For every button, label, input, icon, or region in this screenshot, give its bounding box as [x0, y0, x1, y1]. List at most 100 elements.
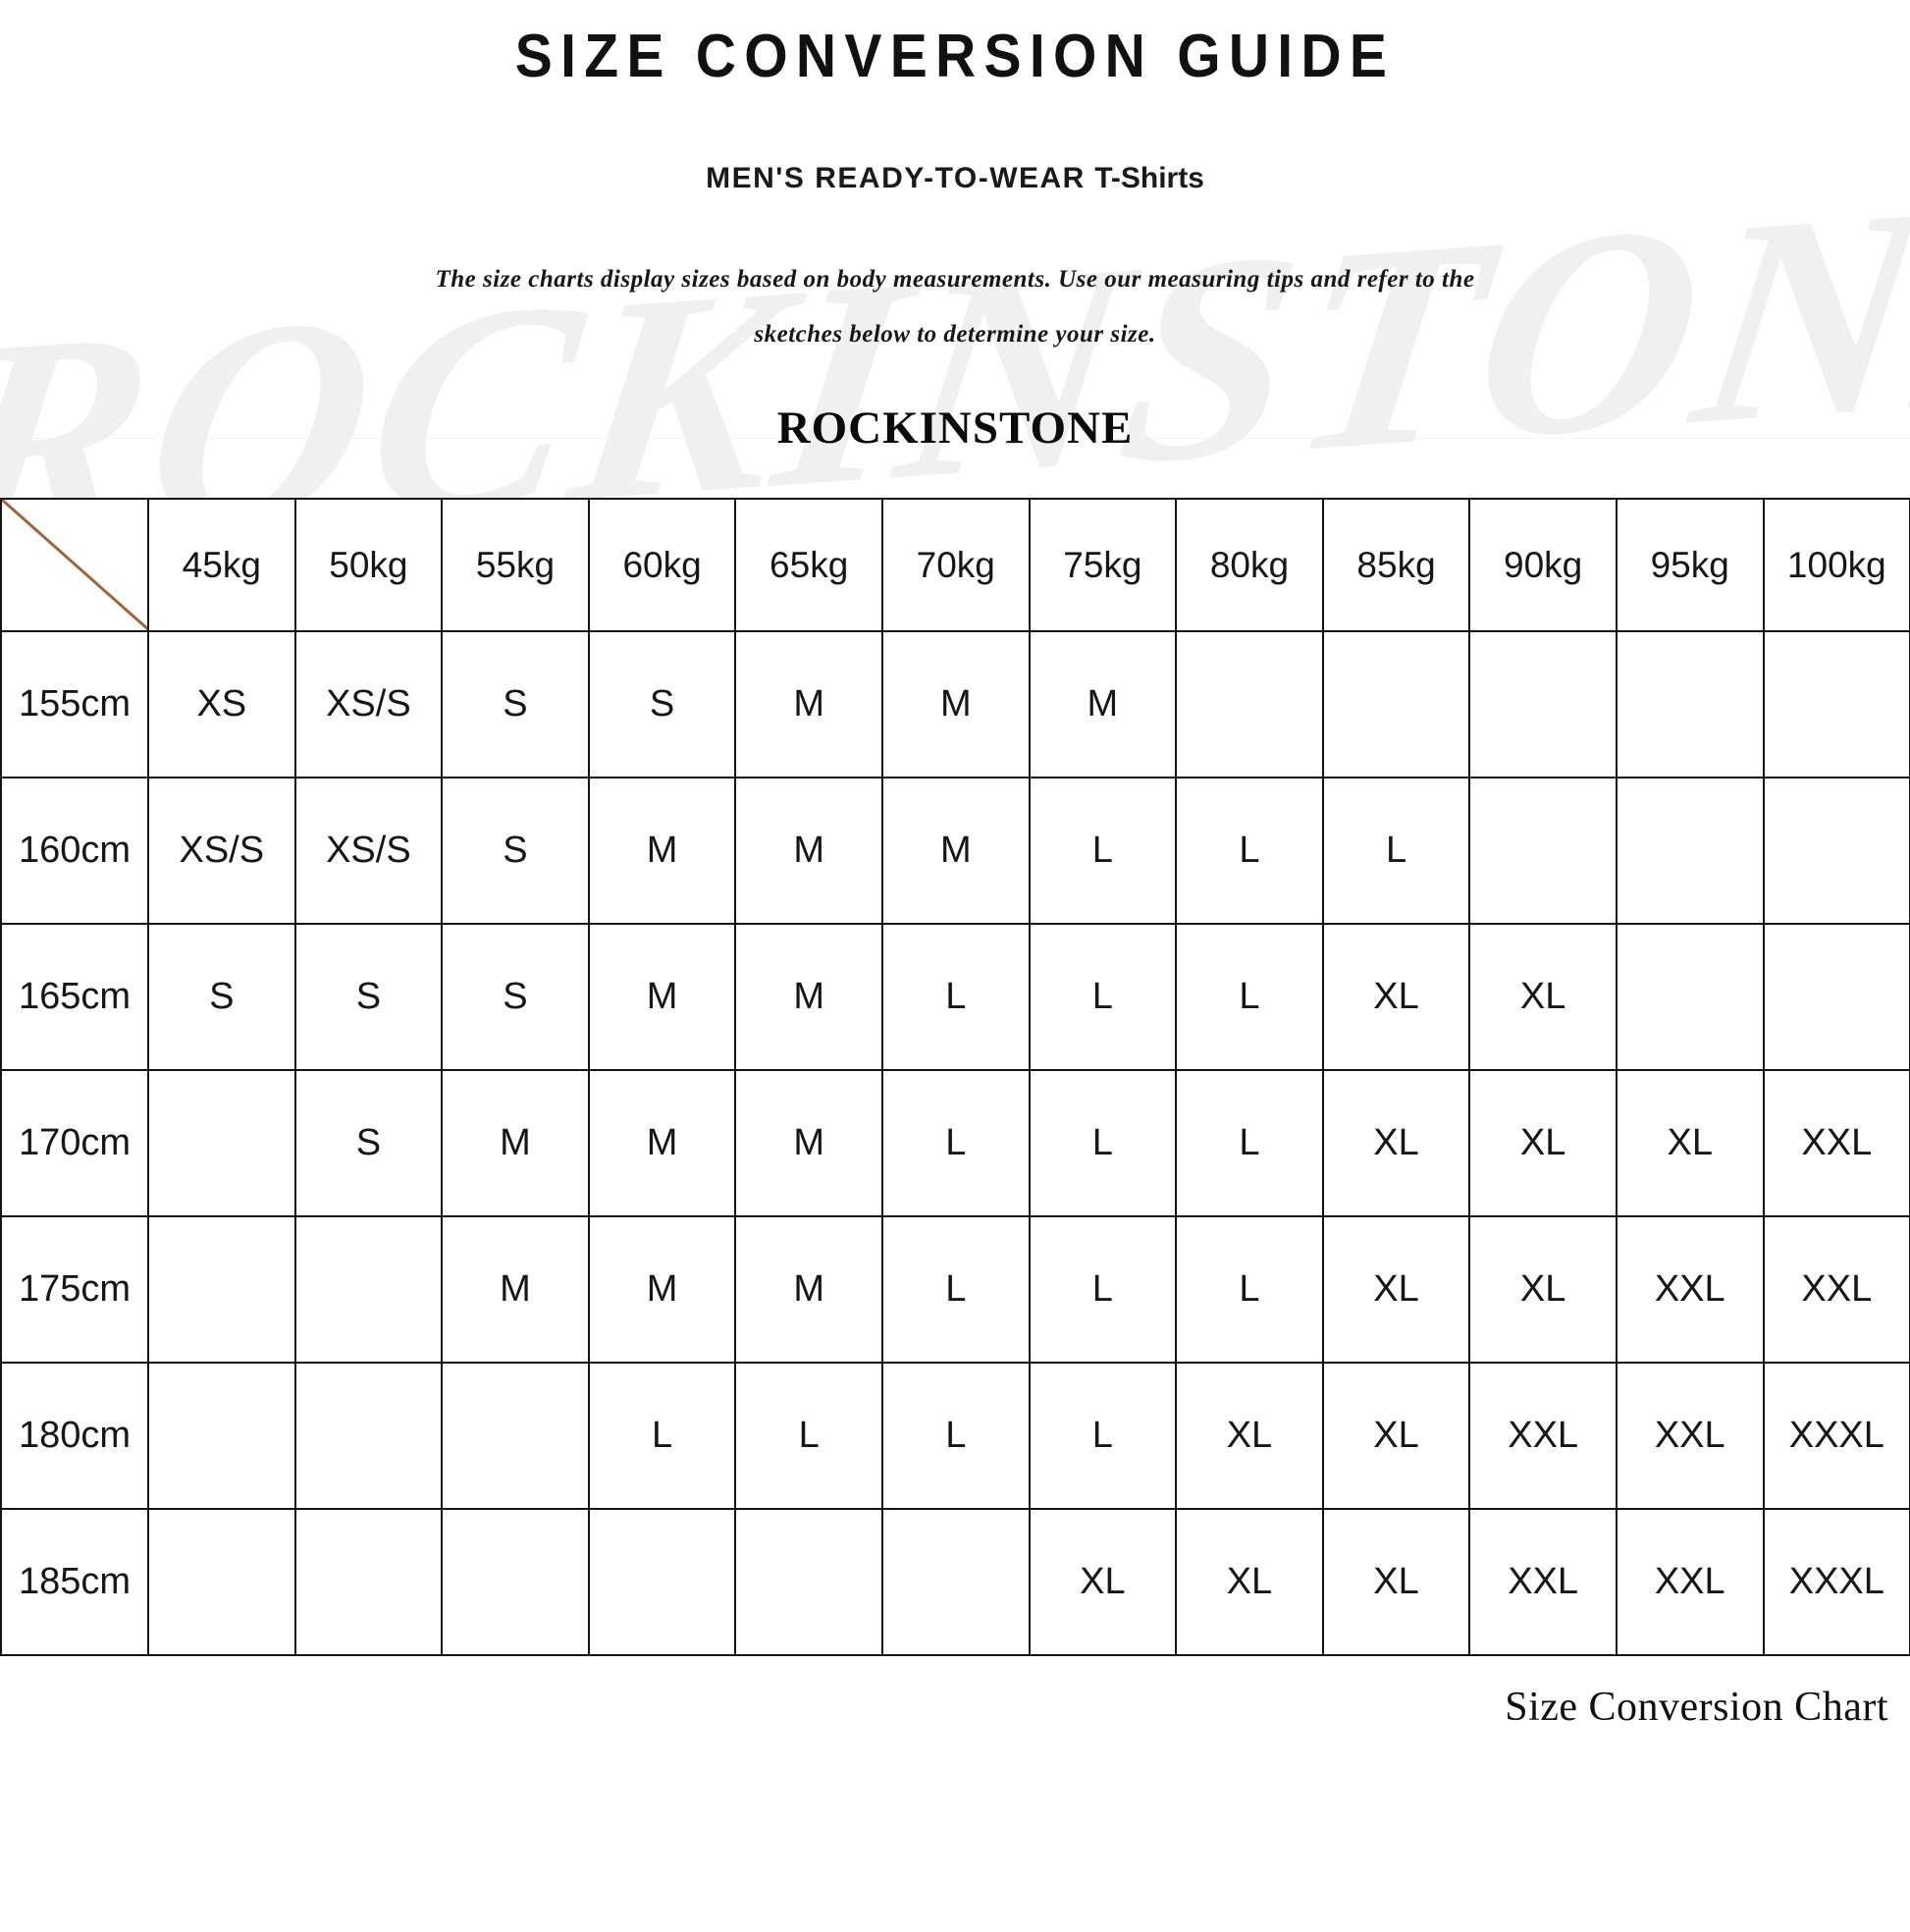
size-cell: XXL — [1615, 1508, 1765, 1656]
size-cell — [734, 1508, 883, 1656]
size-cell: M — [734, 777, 883, 925]
size-cell: XL — [1175, 1362, 1324, 1510]
size-cell: S — [441, 777, 590, 925]
row-header-height: 185cm — [0, 1508, 149, 1656]
subtitle-category: MEN'S READY-TO-WEAR — [706, 162, 1086, 194]
size-cell: L — [1028, 923, 1178, 1071]
size-cell: M — [587, 1069, 737, 1217]
size-cell — [1762, 630, 1910, 778]
table-header-row: 45kg 50kg 55kg 60kg 65kg 70kg 75kg 80kg 85kg 90kg… — [0, 498, 1910, 632]
size-cell: S — [587, 630, 737, 778]
size-cell: L — [1028, 777, 1178, 925]
size-cell: XL — [1468, 1215, 1618, 1364]
row-header-height: 170cm — [0, 1069, 149, 1217]
row-header-height: 160cm — [0, 777, 149, 925]
page-subtitle: MEN'S READY-TO-WEAR T-Shirts — [0, 162, 1910, 195]
size-cell: L — [1175, 923, 1324, 1071]
table-corner-cell — [0, 498, 149, 632]
size-cell: XS/S — [293, 777, 444, 925]
size-cell — [1762, 923, 1910, 1071]
column-header-weight: 95kg — [1615, 498, 1765, 632]
size-cell — [1762, 777, 1910, 925]
size-cell: XL — [1468, 923, 1618, 1071]
size-cell — [1175, 630, 1324, 778]
size-cell: L — [880, 1362, 1031, 1510]
size-cell: M — [441, 1215, 590, 1364]
column-header-weight: 85kg — [1321, 498, 1471, 632]
size-cell — [147, 1362, 296, 1510]
size-cell: L — [1028, 1362, 1178, 1510]
size-table-wrapper: 45kg 50kg 55kg 60kg 65kg 70kg 75kg 80kg 85kg 90kg… — [0, 498, 1910, 1656]
size-cell: XS — [147, 630, 296, 778]
size-cell — [293, 1508, 444, 1656]
size-cell: XS/S — [293, 630, 444, 778]
size-cell: M — [734, 923, 883, 1071]
column-header-weight: 80kg — [1175, 498, 1324, 632]
subtitle-item: T-Shirts — [1094, 162, 1204, 194]
size-cell: L — [587, 1362, 737, 1510]
size-cell: XS/S — [147, 777, 296, 925]
size-cell — [1468, 630, 1618, 778]
size-cell: M — [734, 1215, 883, 1364]
size-cell: M — [587, 1215, 737, 1364]
size-cell: XL — [1028, 1508, 1178, 1656]
size-cell — [1615, 923, 1765, 1071]
size-cell: L — [880, 1215, 1031, 1364]
row-header-height: 180cm — [0, 1362, 149, 1510]
size-cell: XL — [1615, 1069, 1765, 1217]
size-cell: XL — [1321, 1508, 1471, 1656]
size-cell: L — [1175, 1069, 1324, 1217]
size-cell: L — [1321, 777, 1471, 925]
column-header-weight: 100kg — [1762, 498, 1910, 632]
watermark-rule — [0, 438, 1910, 439]
size-cell: M — [880, 777, 1031, 925]
size-cell: XXL — [1762, 1215, 1910, 1364]
size-cell: XL — [1321, 923, 1471, 1071]
size-cell: L — [734, 1362, 883, 1510]
size-cell: S — [441, 923, 590, 1071]
size-cell — [587, 1508, 737, 1656]
size-cell: L — [880, 923, 1031, 1071]
size-cell: L — [880, 1069, 1031, 1217]
size-cell — [293, 1215, 444, 1364]
size-cell: XL — [1175, 1508, 1324, 1656]
table-row: 185cm XL XL XL XXL XXL XXXL — [0, 1508, 1910, 1656]
row-header-height: 165cm — [0, 923, 149, 1071]
size-cell: L — [1028, 1069, 1178, 1217]
size-cell: S — [147, 923, 296, 1071]
column-header-weight: 75kg — [1028, 498, 1178, 632]
diagonal-divider-icon — [2, 500, 147, 630]
size-cell: L — [1028, 1215, 1178, 1364]
column-header-weight: 45kg — [147, 498, 296, 632]
column-header-weight: 65kg — [734, 498, 883, 632]
size-cell — [147, 1069, 296, 1217]
size-cell: S — [441, 630, 590, 778]
size-cell — [147, 1215, 296, 1364]
size-cell — [441, 1508, 590, 1656]
size-cell: M — [587, 923, 737, 1071]
size-cell: XL — [1321, 1215, 1471, 1364]
size-cell — [1615, 630, 1765, 778]
column-header-weight: 60kg — [587, 498, 737, 632]
size-conversion-table: 45kg 50kg 55kg 60kg 65kg 70kg 75kg 80kg 85kg 90kg… — [0, 498, 1910, 1656]
size-cell: S — [293, 1069, 444, 1217]
size-cell: XXXL — [1762, 1362, 1910, 1510]
size-cell: M — [441, 1069, 590, 1217]
row-header-height: 155cm — [0, 630, 149, 778]
size-cell — [1468, 777, 1618, 925]
size-cell: XL — [1468, 1069, 1618, 1217]
size-cell — [1615, 777, 1765, 925]
size-cell: S — [293, 923, 444, 1071]
size-cell: L — [1175, 777, 1324, 925]
table-row: 165cm S S S M M L L L XL XL — [0, 923, 1910, 1071]
row-header-height: 175cm — [0, 1215, 149, 1364]
size-cell: L — [1175, 1215, 1324, 1364]
footer-caption: Size Conversion Chart — [1505, 1685, 1888, 1730]
size-cell — [441, 1362, 590, 1510]
size-cell: M — [1028, 630, 1178, 778]
size-cell: XXL — [1762, 1069, 1910, 1217]
size-cell — [880, 1508, 1031, 1656]
table-row: 180cm L L L L XL XL XXL XXL XXXL — [0, 1362, 1910, 1510]
size-cell — [293, 1362, 444, 1510]
size-cell: M — [734, 1069, 883, 1217]
